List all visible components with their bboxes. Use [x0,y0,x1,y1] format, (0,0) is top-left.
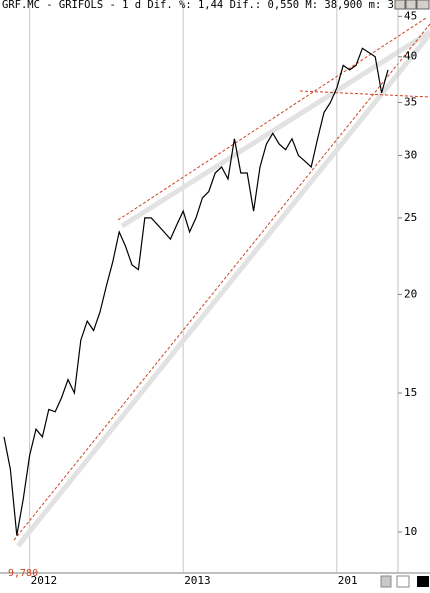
minimize-button[interactable] [394,0,406,10]
trend-shadow [120,29,430,229]
trend-shadow [16,32,430,548]
y-tick-label: 35 [404,96,417,109]
trend-line [13,23,430,541]
pin-button[interactable] [396,575,410,588]
x-tick-label: 2013 [184,574,211,587]
y-tick-label: 45 [404,9,417,22]
x-tick-label: 2012 [31,574,57,587]
trend-shadows [16,29,430,548]
header-title: GRF.MC - GRIFOLS - 1 d Dif. %: 1,44 Dif.… [2,0,407,11]
y-tick-label: 40 [404,50,417,63]
window-buttons [394,0,430,10]
close-button[interactable] [416,0,430,10]
y-tick-label: 10 [404,525,417,538]
y-tick-label: 20 [404,287,417,300]
x-tick-label: 201 [338,574,358,587]
low-label: 9,780 [8,568,38,579]
trend-lines [13,17,430,541]
save-button[interactable] [380,575,392,588]
y-tick-label: 30 [404,148,417,161]
trend-line [117,17,427,221]
price-line [3,47,389,536]
y-tick-label: 25 [404,211,417,224]
color-button[interactable] [417,576,429,587]
y-tick-label: 15 [404,386,417,399]
maximize-button[interactable] [405,0,417,10]
bottom-toolbar [380,575,429,588]
trend-line [299,90,430,98]
